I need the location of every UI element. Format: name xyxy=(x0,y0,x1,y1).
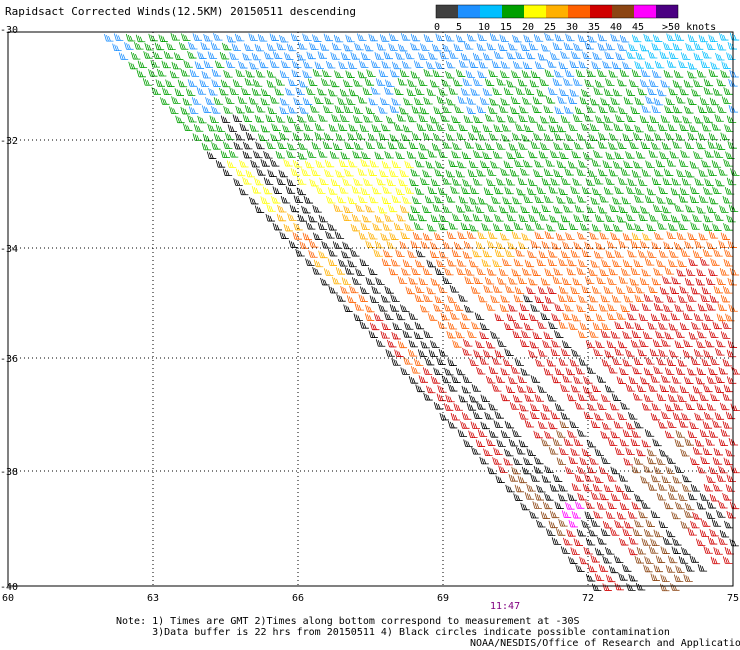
latitude-labels: -30 -32 -34 -36 -38 -40 xyxy=(0,25,18,593)
legend-swatch xyxy=(502,5,524,18)
lon-label: 63 xyxy=(147,593,159,604)
lon-label: 69 xyxy=(437,593,449,604)
lat-label: -40 xyxy=(0,582,18,593)
legend-label: 5 xyxy=(456,22,462,33)
legend-label: 35 xyxy=(588,22,600,33)
legend-swatch xyxy=(458,5,480,18)
legend-swatch xyxy=(634,5,656,18)
legend-swatch xyxy=(546,5,568,18)
legend-swatch xyxy=(480,5,502,18)
lon-label: 60 xyxy=(2,593,14,604)
legend-label: 25 xyxy=(544,22,556,33)
legend-label: 30 xyxy=(566,22,578,33)
note-line-2: 3)Data buffer is 22 hrs from 20150511 4)… xyxy=(116,627,670,638)
legend-label: >50 knots xyxy=(662,22,716,33)
longitude-labels: 60 63 66 69 72 75 xyxy=(2,593,739,604)
lat-label: -32 xyxy=(0,136,18,147)
lon-label: 72 xyxy=(582,593,594,604)
legend-swatch xyxy=(590,5,612,18)
map-title: Rapidsact Corrected Winds(12.5KM) 201505… xyxy=(5,5,356,18)
lat-label: -34 xyxy=(0,244,18,255)
legend-swatch xyxy=(656,5,678,18)
map-frame xyxy=(7,31,734,587)
legend-swatch xyxy=(436,5,458,18)
legend-label: 40 xyxy=(610,22,622,33)
legend-swatch xyxy=(612,5,634,18)
legend-swatch xyxy=(568,5,590,18)
legend-label: 45 xyxy=(632,22,644,33)
lat-label: -30 xyxy=(0,25,18,36)
legend-swatch xyxy=(524,5,546,18)
speed-legend: 0 5 10 15 20 25 30 35 40 45 >50 knots xyxy=(434,4,716,33)
wind-barbs xyxy=(104,32,740,592)
legend-label: 20 xyxy=(522,22,534,33)
legend-label: 0 xyxy=(434,22,440,33)
lon-label: 75 xyxy=(727,593,739,604)
legend-label: 10 xyxy=(478,22,490,33)
notes: Note: 1) Times are GMT 2)Times along bot… xyxy=(116,616,670,638)
time-label: 11:47 xyxy=(490,601,520,612)
lat-label: -38 xyxy=(0,467,18,478)
lat-label: -36 xyxy=(0,354,18,365)
lon-label: 66 xyxy=(292,593,304,604)
note-line-1: Note: 1) Times are GMT 2)Times along bot… xyxy=(116,616,580,627)
legend-label: 15 xyxy=(500,22,512,33)
grid-lines xyxy=(8,32,733,586)
credit-line: NOAA/NESDIS/Office of Research and Appli… xyxy=(470,638,740,649)
